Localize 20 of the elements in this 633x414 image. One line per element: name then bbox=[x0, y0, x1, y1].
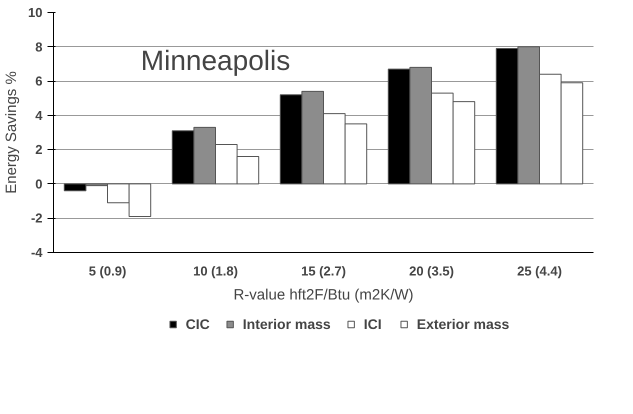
y-tick-label: 10 bbox=[28, 5, 43, 20]
x-tick-label: 15 (2.7) bbox=[301, 264, 346, 278]
x-tick-label: 25 (4.4) bbox=[517, 264, 562, 278]
x-tick-label: 10 (1.8) bbox=[193, 264, 238, 278]
y-tick-label: 4 bbox=[35, 108, 44, 123]
legend-label: Exterior mass bbox=[416, 316, 510, 332]
legend-label: Interior mass bbox=[242, 316, 331, 332]
y-tick-label: 8 bbox=[35, 39, 43, 54]
annotation: Minneapolis bbox=[140, 45, 290, 76]
legend-label: ICI bbox=[364, 316, 383, 332]
y-axis-title: Energy Savings % bbox=[3, 71, 20, 194]
x-tick-label: 5 (0.9) bbox=[88, 264, 126, 278]
y-tick-label: 0 bbox=[35, 176, 43, 192]
y-tick-label: -2 bbox=[30, 210, 43, 226]
y-tick-label: 2 bbox=[35, 142, 43, 158]
y-tick-label: 6 bbox=[35, 74, 43, 89]
y-tick-label: -4 bbox=[30, 245, 44, 260]
legend-label: CIC bbox=[186, 316, 210, 332]
x-tick-label: 20 (3.5) bbox=[409, 264, 454, 278]
x-axis-title: R-value hft2F/Btu (m2K/W) bbox=[233, 286, 414, 304]
